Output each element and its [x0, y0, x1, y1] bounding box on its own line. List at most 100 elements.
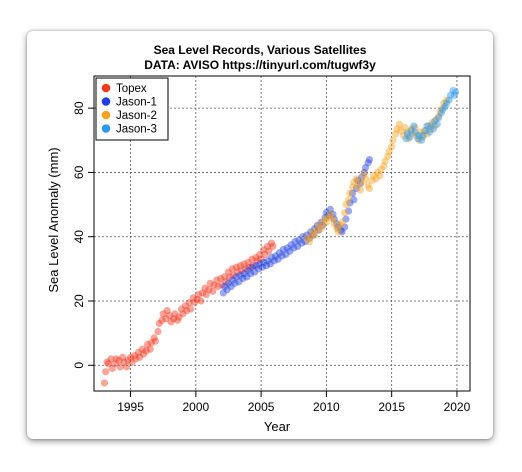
data-point	[330, 215, 338, 223]
legend-marker	[101, 110, 111, 120]
data-point	[337, 221, 345, 230]
data-point	[228, 276, 236, 284]
data-point	[305, 237, 314, 246]
data-point	[313, 226, 321, 234]
x-tick-label: 2020	[444, 400, 471, 414]
data-point	[275, 249, 283, 257]
data-point	[450, 91, 458, 99]
data-point	[365, 184, 374, 193]
data-point	[395, 120, 404, 128]
data-point	[385, 147, 393, 156]
data-point	[261, 250, 269, 258]
data-point	[393, 125, 401, 133]
y-tick-label: 60	[72, 165, 86, 179]
data-point	[185, 299, 193, 307]
data-point	[309, 231, 317, 239]
data-point	[171, 310, 179, 318]
data-point	[372, 175, 380, 183]
data-point	[329, 210, 337, 218]
data-point	[112, 355, 120, 363]
data-point	[253, 257, 261, 265]
chart-title: Sea Level Records, Various Satellites	[154, 43, 367, 57]
data-point	[166, 311, 174, 320]
data-point	[356, 186, 364, 194]
data-point	[146, 345, 154, 353]
data-point	[202, 290, 210, 299]
data-point	[239, 274, 247, 283]
data-point	[234, 268, 242, 276]
data-point	[267, 254, 276, 262]
data-point	[214, 282, 222, 291]
data-point	[240, 260, 248, 268]
data-point	[321, 215, 329, 223]
data-point	[419, 131, 427, 140]
data-point	[348, 183, 357, 191]
data-point	[361, 175, 370, 183]
data-point	[350, 178, 358, 186]
data-point	[449, 86, 457, 95]
data-point	[346, 199, 354, 207]
data-point	[210, 281, 218, 289]
data-point	[230, 271, 238, 279]
data-point	[352, 184, 361, 193]
data-point	[245, 263, 253, 271]
data-point	[173, 316, 182, 324]
x-tick-label: 2005	[248, 400, 275, 414]
data-point	[107, 355, 115, 363]
data-point	[167, 318, 175, 326]
data-point	[237, 266, 246, 275]
data-point	[236, 271, 244, 279]
data-point	[303, 234, 311, 242]
data-point	[307, 233, 315, 241]
data-point	[411, 123, 419, 132]
data-point	[364, 159, 372, 167]
data-point	[354, 176, 362, 185]
grid-lines	[94, 76, 470, 391]
data-point	[422, 127, 430, 135]
data-point	[218, 281, 226, 289]
data-point	[240, 270, 248, 278]
data-point	[262, 262, 270, 270]
data-point	[223, 286, 231, 294]
data-point	[442, 96, 451, 104]
data-point	[100, 379, 109, 387]
data-point	[326, 205, 334, 213]
data-point	[256, 250, 264, 258]
data-point	[201, 284, 209, 292]
data-point	[244, 258, 252, 267]
data-point	[228, 265, 236, 273]
data-point	[338, 218, 346, 226]
data-point	[389, 136, 397, 144]
data-point	[140, 350, 148, 358]
data-point	[224, 279, 233, 287]
data-point	[170, 315, 178, 323]
y-tick-label: 20	[72, 294, 86, 308]
data-point	[179, 310, 187, 318]
data-point	[401, 123, 409, 132]
data-point	[427, 125, 435, 133]
data-point	[194, 290, 203, 299]
data-point	[429, 125, 438, 133]
data-point	[406, 133, 414, 141]
data-point	[247, 270, 255, 278]
data-point	[270, 257, 278, 265]
data-point	[431, 122, 439, 130]
data-point	[346, 189, 354, 197]
data-point	[356, 180, 364, 188]
data-point	[438, 104, 447, 112]
data-point	[260, 258, 268, 267]
legend-label: Jason-2	[116, 110, 157, 122]
data-point	[290, 244, 298, 252]
x-axis-label: Year	[264, 419, 291, 434]
data-point	[271, 252, 280, 260]
data-point	[283, 244, 291, 252]
data-point	[248, 255, 256, 263]
data-point	[120, 358, 128, 366]
data-point	[197, 297, 205, 305]
data-point	[388, 143, 396, 151]
legend-marker	[101, 124, 111, 133]
data-point	[154, 327, 162, 336]
data-point	[425, 128, 434, 136]
data-point	[143, 340, 152, 348]
